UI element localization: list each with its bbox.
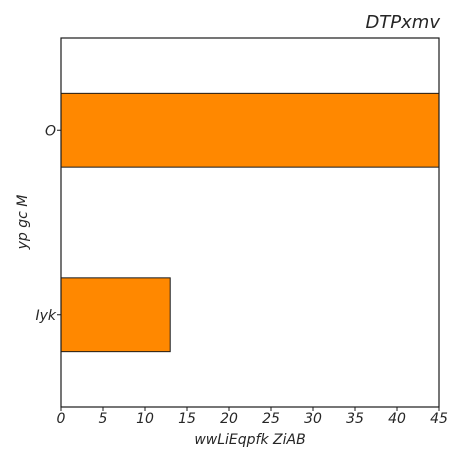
y-tick-label: O — [45, 123, 56, 139]
x-axis-label: wwLiEqpfk ZiAB — [194, 432, 305, 448]
x-tick-label: 25 — [262, 411, 280, 427]
x-tick-label: 5 — [99, 411, 108, 427]
x-tick-label: 40 — [388, 411, 406, 427]
x-tick-label: 30 — [304, 411, 322, 427]
plot-frame — [60, 37, 440, 408]
bar-iyk — [60, 277, 171, 353]
x-tick-label: 35 — [346, 411, 364, 427]
x-tick-label: 10 — [136, 411, 154, 427]
chart-title: DTPxmv — [365, 12, 440, 33]
y-axis-ticks: O Iyk — [35, 123, 61, 324]
y-tick-label: Iyk — [35, 308, 56, 324]
x-tick-label: 15 — [178, 411, 196, 427]
y-axis-label: yp gc M — [15, 195, 31, 251]
bar-o — [60, 92, 440, 168]
bars-group — [60, 92, 440, 353]
x-tick-label: 45 — [430, 411, 448, 427]
x-tick-label: 20 — [220, 411, 238, 427]
x-tick-label: 0 — [57, 411, 66, 427]
x-axis-ticks: 0 5 10 15 20 25 30 35 40 45 — [57, 407, 448, 427]
